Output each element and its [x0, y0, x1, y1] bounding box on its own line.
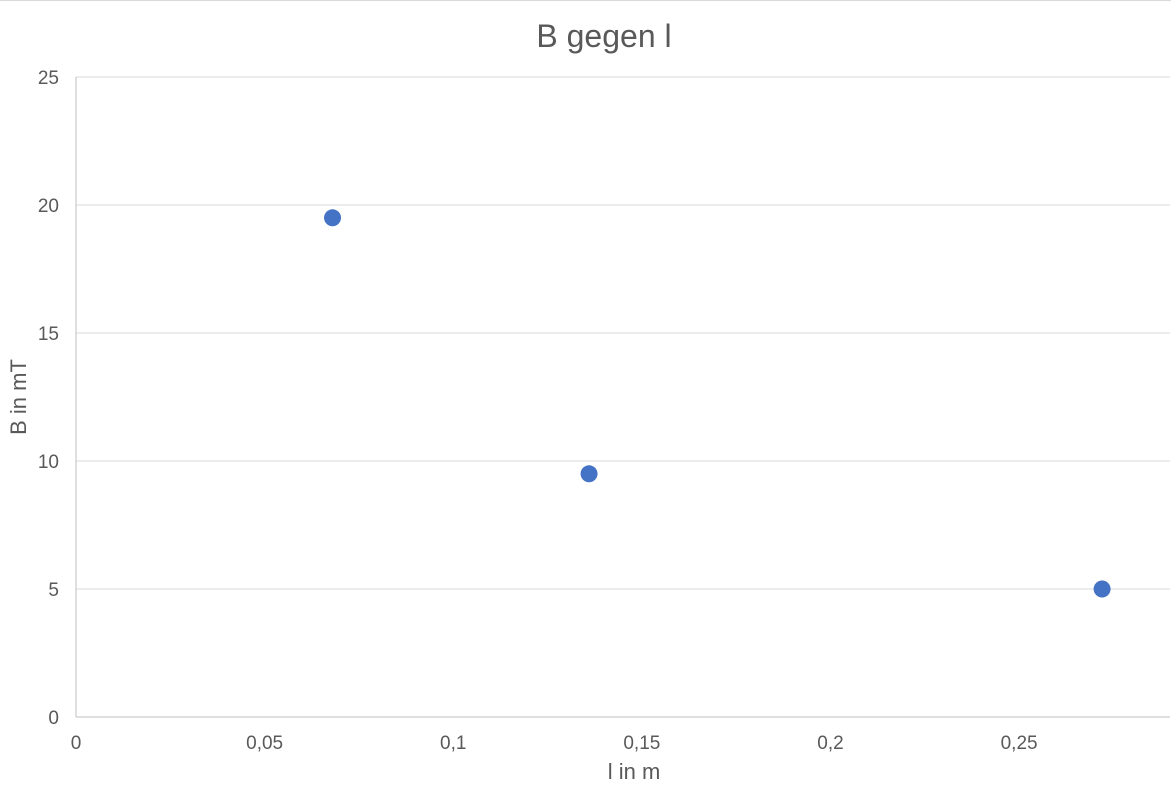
y-tick-label: 10 [38, 452, 59, 473]
y-tick-label: 0 [48, 708, 59, 729]
x-tick-label: 0,05 [246, 733, 283, 754]
data-point [1093, 580, 1111, 598]
chart-title: B gegen l [536, 18, 671, 54]
x-tick-label: 0,2 [817, 733, 843, 754]
y-tick-label: 25 [38, 68, 59, 89]
x-axis-tick-labels: 0 0,05 0,1 0,15 0,2 0,25 [71, 733, 1038, 754]
x-tick-label: 0,1 [440, 733, 466, 754]
y-axis-tick-labels: 0 5 10 15 20 25 [38, 68, 59, 729]
gridlines [76, 76, 1170, 590]
data-points [324, 209, 1111, 598]
x-tick-label: 0,15 [623, 733, 660, 754]
x-tick-label: 0 [71, 733, 82, 754]
y-axis-label: B in mT [6, 359, 31, 435]
x-axis-label: l in m [608, 759, 661, 784]
y-tick-label: 5 [48, 580, 59, 601]
data-point [580, 465, 598, 483]
y-tick-label: 20 [38, 196, 59, 217]
y-tick-label: 15 [38, 324, 59, 345]
x-tick-label: 0,25 [1001, 733, 1038, 754]
axes [75, 77, 1170, 718]
data-point [324, 209, 342, 227]
